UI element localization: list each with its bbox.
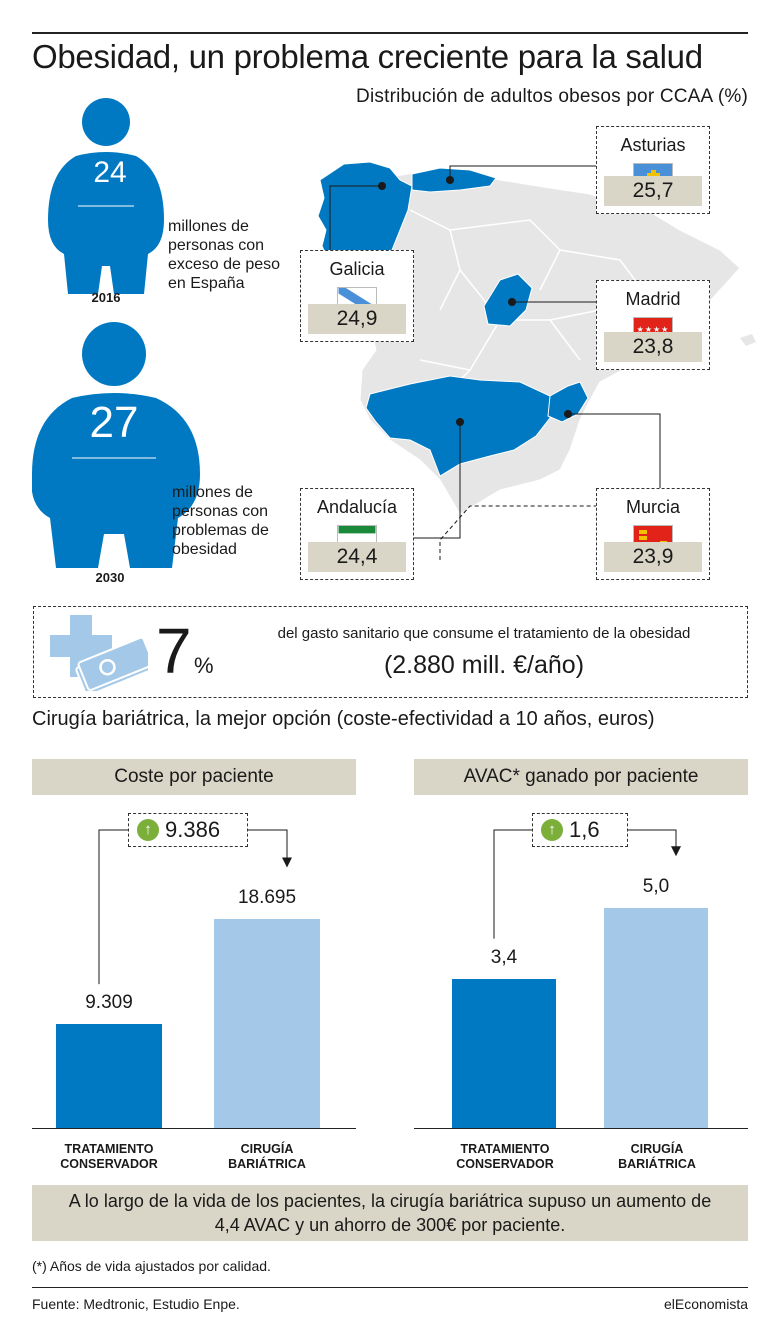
x-axis-line: [414, 1128, 748, 1129]
figure-2030-text: millones de personas con problemas de ob…: [172, 484, 269, 558]
bar-value-label: 18.695: [237, 887, 297, 909]
difference-label: 1,6: [569, 817, 600, 842]
bar-value-label: 5,0: [642, 876, 670, 898]
region-name: Andalucía: [316, 497, 398, 517]
stat-description: del gasto sanitario que consume el trata…: [277, 625, 691, 642]
chart-avac-title: AVAC* ganado por paciente: [414, 759, 748, 795]
region-box-madrid: Madrid ★★★★ 23,8: [596, 280, 710, 370]
arrow-up-icon: ↑: [137, 819, 159, 841]
region-value: 25,7: [604, 176, 702, 206]
footnote: (*) Años de vida ajustados por calidad.: [32, 1258, 271, 1274]
person-2030-icon: [32, 322, 200, 568]
x-axis-line: [32, 1128, 356, 1129]
map-subtitle: Distribución de adultos obesos por CCAA …: [356, 86, 748, 107]
page-title: Obesidad, un problema creciente para la …: [32, 38, 703, 75]
bar-tratamiento-conservador: [452, 978, 556, 1128]
region-box-andalucia: Andalucía 24,4: [300, 488, 414, 580]
difference-label: 9.386: [165, 817, 221, 842]
region-name: Murcia: [625, 497, 680, 517]
brand: elEconomista: [663, 1296, 748, 1312]
bottom-note: A lo largo de la vida de los pacientes, …: [32, 1185, 748, 1241]
region-name: Madrid: [625, 289, 681, 309]
chart-avac: AVAC* ganado por paciente: [414, 759, 748, 795]
difference-box: ↑ 9.386: [128, 813, 248, 847]
section-title: Cirugía bariátrica, la mejor opción (cos…: [32, 708, 655, 730]
top-rule: [32, 32, 748, 34]
region-value: 23,8: [604, 332, 702, 362]
figure-2016-number: 24: [93, 156, 127, 189]
region-name: Asturias: [620, 135, 686, 155]
region-value: 24,4: [308, 542, 406, 572]
chart-cost: Coste por paciente: [32, 759, 356, 795]
category-label: CIRUGÍA BARIÁTRICA: [618, 1142, 696, 1171]
medical-cross-money-icon: [50, 615, 148, 691]
stat-number: 7: [156, 615, 192, 687]
source: Fuente: Medtronic, Estudio Enpe.: [32, 1296, 240, 1312]
region-box-galicia: Galicia 24,9: [300, 250, 414, 342]
bar-value-label: 9.309: [85, 992, 133, 1014]
bar-cirugia-bariatrica: [214, 919, 320, 1128]
stat-unit: %: [194, 653, 214, 678]
bar-cirugia-bariatrica: [604, 908, 708, 1128]
difference-box: ↑ 1,6: [532, 813, 628, 847]
category-label: CIRUGÍA BARIÁTRICA: [228, 1142, 306, 1171]
stat-amount: (2.880 mill. €/año): [383, 651, 585, 679]
region-value: 23,9: [604, 542, 702, 572]
figure-2016-year: 2016: [91, 290, 121, 305]
arrow-up-icon: ↑: [541, 819, 563, 841]
region-value: 24,9: [308, 304, 406, 334]
andalucia-region: [365, 375, 551, 477]
bar-value-label: 3,4: [490, 946, 518, 968]
person-2016-icon: [48, 98, 164, 294]
figure-2030-number: 27: [89, 398, 139, 447]
category-label: TRATAMIENTO CONSERVADOR: [456, 1142, 554, 1171]
footer-rule: [32, 1287, 748, 1288]
bar-tratamiento-conservador: [56, 1024, 162, 1128]
madrid-region: [483, 273, 533, 327]
figure-2016-text: millones de personas con exceso de peso …: [168, 218, 281, 292]
category-label: TRATAMIENTO CONSERVADOR: [60, 1142, 158, 1171]
chart-cost-title: Coste por paciente: [32, 759, 356, 795]
region-name: Galicia: [329, 259, 385, 279]
region-box-murcia: Murcia 23,9: [596, 488, 710, 580]
murcia-region: [547, 381, 589, 423]
figure-2030-year: 2030: [95, 570, 125, 585]
health-spending-box: 7 % del gasto sanitario que consume el t…: [33, 606, 748, 698]
region-box-asturias: Asturias 25,7: [596, 126, 710, 214]
